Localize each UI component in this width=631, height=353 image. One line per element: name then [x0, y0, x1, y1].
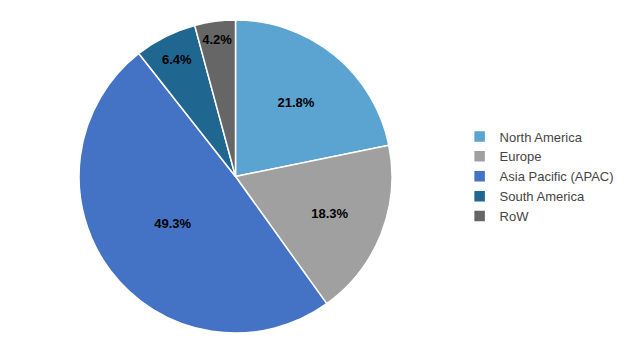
svg-text:Europe: Europe	[500, 149, 542, 164]
svg-text:RoW: RoW	[500, 209, 530, 224]
svg-text:North America: North America	[500, 130, 583, 145]
svg-text:21.8%: 21.8%	[277, 95, 314, 110]
svg-text:South America: South America	[500, 189, 585, 204]
svg-text:Asia Pacific (APAC): Asia Pacific (APAC)	[500, 169, 614, 184]
svg-text:4.2%: 4.2%	[202, 32, 232, 47]
svg-text:6.4%: 6.4%	[162, 52, 192, 67]
svg-text:49.3%: 49.3%	[154, 216, 191, 231]
svg-text:18.3%: 18.3%	[311, 206, 348, 221]
